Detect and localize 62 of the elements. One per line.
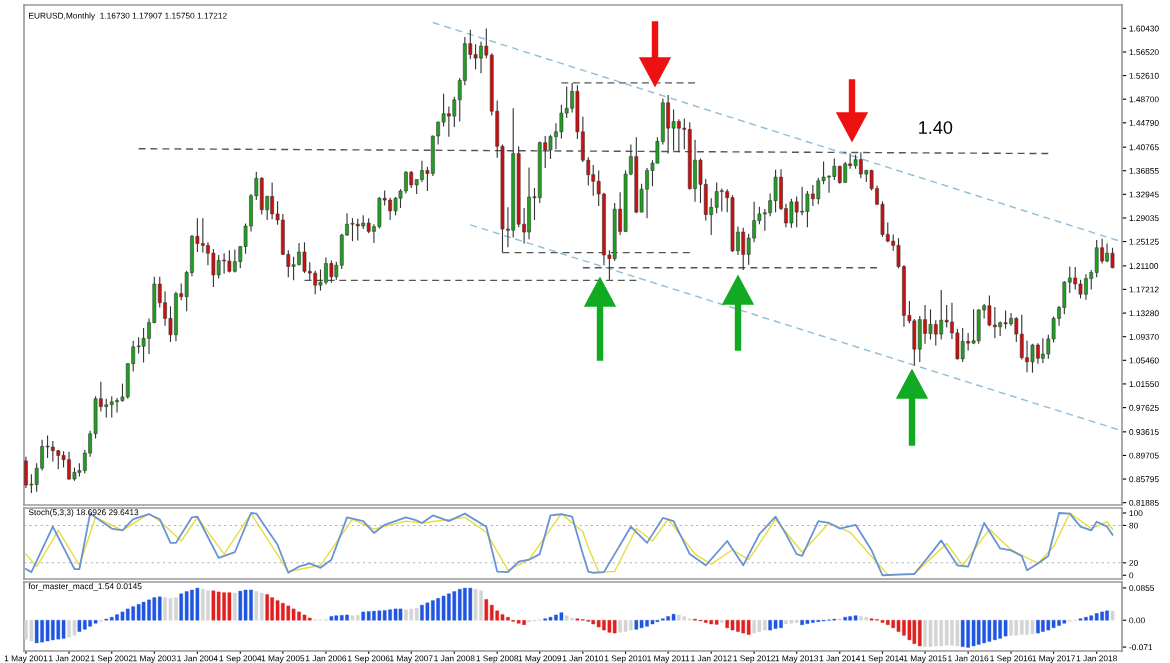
- y-tick-label: 0.93615: [1129, 429, 1159, 435]
- chart-title: Stoch(5,3,3) 18.6926 29.6413: [28, 509, 139, 517]
- x-tick-label: 1 Sep 2006: [347, 655, 390, 663]
- y-tick-label: 1.32945: [1129, 191, 1159, 198]
- x-tick-label: 1 Sep 2008: [476, 655, 519, 663]
- x-tick-label: 1 Jan 2012: [691, 655, 732, 662]
- y-tick-label: 1.52610: [1129, 72, 1159, 79]
- y-tick-label: 1.56520: [1129, 49, 1159, 56]
- y-tick-label: 1.17212: [1129, 286, 1159, 293]
- x-tick-label: 1 May 2013: [775, 655, 819, 663]
- bar: [233, 592, 237, 621]
- y-tick-label: 1.44790: [1129, 120, 1159, 126]
- x-tick-label: 1 May 2017: [1032, 655, 1075, 663]
- x-tick-label: 1 Jan 2006: [305, 655, 347, 662]
- bar: [843, 617, 848, 621]
- x-tick-label: 1 Jan 2010: [562, 655, 604, 662]
- y-tick-label: 100: [1129, 510, 1143, 517]
- y-tick-label: 1.25125: [1129, 238, 1159, 245]
- x-tick-label: 1 May 2015: [903, 655, 947, 663]
- y-tick-label: 0: [1129, 572, 1134, 579]
- x-tick-label: 1 Jan 2016: [948, 655, 989, 662]
- y-tick-label: 0.97625: [1129, 404, 1159, 411]
- y-tick-label: 1.01550: [1129, 381, 1159, 388]
- y-tick-label: 1.36855: [1129, 167, 1159, 174]
- y-tick-label: 1.48700: [1129, 96, 1159, 103]
- x-tick-label: 1 Sep 2010: [604, 655, 647, 663]
- x-tick-label: 1 May 2007: [390, 655, 433, 663]
- y-tick-label: 1.05460: [1129, 357, 1159, 364]
- y-tick-label: 1.29035: [1129, 215, 1159, 222]
- x-tick-label: 1 Sep 2004: [219, 655, 262, 663]
- y-tick-label: 1.09370: [1129, 333, 1159, 340]
- y-tick-label: 1.40765: [1129, 144, 1159, 151]
- x-tick-label: 1 Sep 2002: [91, 655, 133, 663]
- x-tick-label: 1 Jan 2002: [49, 655, 90, 662]
- y-tick-label: 20: [1129, 560, 1138, 566]
- x-tick-label: 1 May 2001: [4, 655, 48, 663]
- x-tick-label: 1 Jan 2018: [1076, 655, 1117, 662]
- x-tick-label: 1 May 2003: [133, 655, 176, 663]
- x-tick-label: 1 Jan 2004: [177, 655, 218, 662]
- y-tick-label: 0.89705: [1129, 452, 1159, 459]
- y-tick-label: 1.21100: [1129, 263, 1159, 269]
- x-tick-label: 1 Sep 2016: [990, 655, 1032, 663]
- text: EURUSD,Monthly 1.16730 1.17907 1.15750 1.17212: [29, 12, 227, 21]
- y-tick-label: -0.071: [1129, 644, 1153, 651]
- x-tick-label: 1 May 2011: [647, 655, 690, 663]
- bar: [719, 620, 724, 623]
- x-tick-label: 1 Sep 2012: [733, 655, 776, 663]
- x-tick-label: 1 Jan 2008: [434, 655, 475, 662]
- y-tick-label: 1.60430: [1129, 25, 1159, 32]
- chart-title: for_master_macd_1.54 0.0145: [28, 583, 142, 591]
- y-tick-label: 0.0855: [1129, 585, 1155, 592]
- annotation: 1.40: [919, 121, 953, 134]
- x-tick-label: 1 Sep 2014: [861, 655, 904, 663]
- y-tick-label: 0.85795: [1129, 476, 1159, 483]
- x-tick-label: 1 Jan 2014: [819, 655, 861, 662]
- y-tick-label: 80: [1129, 522, 1138, 529]
- bar: [1110, 610, 1115, 621]
- y-tick-label: 0.00: [1129, 617, 1145, 624]
- x-tick-label: 1 May 2005: [261, 655, 305, 663]
- x-tick-label: 1 May 2009: [518, 655, 562, 663]
- y-tick-label: 1.13280: [1129, 310, 1159, 317]
- y-tick-label: 0.81885: [1129, 499, 1159, 506]
